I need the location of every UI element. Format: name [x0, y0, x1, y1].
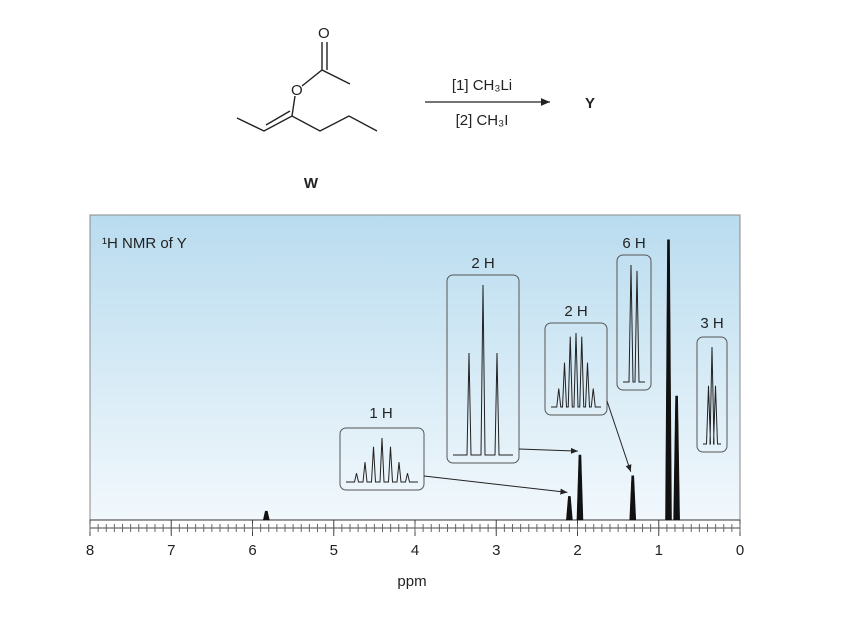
integration-label: 3 H	[700, 315, 723, 332]
inset-multiplet	[551, 332, 601, 408]
reagent: [2] CH₃I	[456, 112, 509, 129]
pointer-arrow	[423, 475, 568, 495]
integration-label: 2 H	[471, 255, 494, 272]
inset-multiplet	[703, 346, 721, 445]
x-tick-label: 0	[736, 542, 744, 559]
inset-multiplet	[346, 437, 418, 483]
atom: O	[291, 82, 303, 99]
chart-title: ¹H NMR of Y	[102, 235, 187, 252]
atom: O	[318, 25, 330, 42]
x-tick-label: 6	[248, 542, 256, 559]
inset-box	[616, 254, 652, 391]
inset-multiplet	[623, 264, 645, 383]
inset-box	[446, 274, 520, 464]
structure-w: O O W	[236, 25, 378, 192]
inset-box	[544, 322, 608, 416]
x-tick-label: 7	[167, 542, 175, 559]
peak	[566, 496, 573, 521]
peak	[665, 239, 672, 521]
x-tick-label: 3	[492, 542, 500, 559]
integration-label: 2 H	[564, 303, 587, 320]
x-tick-label: 4	[411, 542, 419, 559]
x-tick-label: 8	[86, 542, 94, 559]
inset-box	[696, 336, 728, 453]
peak	[262, 510, 270, 521]
pointer-arrow	[518, 447, 578, 454]
x-tick-label: 2	[573, 542, 581, 559]
x-tick-label: 1	[655, 542, 663, 559]
peak	[673, 395, 680, 521]
inset-box	[339, 427, 425, 491]
reagent: [1] CH₃Li	[452, 77, 512, 94]
peak	[629, 475, 637, 521]
integration-label: 1 H	[369, 405, 392, 422]
x-axis-label: ppm	[397, 573, 426, 590]
integration-label: 6 H	[622, 235, 645, 252]
plot-area	[89, 214, 741, 521]
pointer-arrow	[606, 400, 632, 472]
compound-label: W	[304, 175, 319, 192]
compound-label: Y	[585, 95, 595, 112]
inset-multiplet	[453, 284, 513, 456]
peak	[576, 454, 584, 521]
x-tick-label: 5	[330, 542, 338, 559]
